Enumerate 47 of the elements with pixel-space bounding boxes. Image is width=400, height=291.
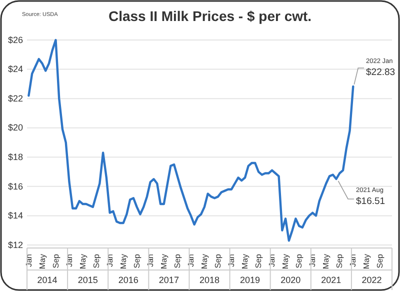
text: 2018 <box>199 275 220 285</box>
x-tick-label: Sep <box>92 253 101 268</box>
text: 2014 <box>37 275 58 285</box>
annotation: $22.83 <box>366 67 396 78</box>
text: 2015 <box>78 275 98 285</box>
text: 2017 <box>158 275 179 285</box>
x-tick-label: Jan <box>227 254 236 267</box>
y-tick-label: $12 <box>8 240 23 250</box>
x-tick-label: May <box>281 254 290 270</box>
y-tick-label: $22 <box>8 93 23 104</box>
text: 2019 <box>240 275 260 285</box>
x-tick-label: May <box>78 254 88 270</box>
x-tick-label: Sep <box>376 253 385 268</box>
text: 2021 <box>321 275 342 285</box>
x-tick-label: Sep <box>214 253 223 268</box>
text: 2022 <box>362 275 382 285</box>
x-tick-label: May <box>362 254 372 270</box>
x-tick-label: May <box>200 254 209 270</box>
x-tick-label: Jan <box>64 254 74 267</box>
x-tick-label: Sep <box>254 253 264 268</box>
x-tick-label: Jan <box>186 254 196 267</box>
x-tick-label: Jan <box>268 254 277 267</box>
y-tick-label: $24 <box>8 64 23 74</box>
text: 2020 <box>280 275 301 285</box>
x-tick-label: Jan <box>146 254 155 267</box>
x-tick-label: May <box>38 254 47 270</box>
x-tick-label: Jan <box>105 254 114 267</box>
y-tick-label: $16 <box>8 181 23 192</box>
text: 2016 <box>118 275 138 285</box>
y-tick-label: $14 <box>8 210 23 221</box>
y-tick-label: $18 <box>8 152 23 162</box>
x-tick-label: Sep <box>294 253 304 268</box>
y-tick-label: $26 <box>8 34 23 45</box>
x-tick-label: May <box>322 254 331 270</box>
x-tick-label: May <box>159 254 168 270</box>
x-tick-label: Sep <box>172 253 182 268</box>
x-tick-label: May <box>118 254 128 270</box>
annotation: $16.51 <box>356 196 386 207</box>
line-series <box>28 38 354 242</box>
x-tick-label: Sep <box>51 253 60 268</box>
x-tick-label: Sep <box>132 253 142 268</box>
x-tick-label: Jan <box>348 254 358 267</box>
y-tick-label: $20 <box>8 122 23 133</box>
chart-title: Class II Milk Prices - $ per cwt. <box>108 8 312 24</box>
x-tick-label: May <box>240 254 250 270</box>
x-tick-label: Jan <box>308 254 318 267</box>
x-tick-label: Sep <box>335 253 344 268</box>
